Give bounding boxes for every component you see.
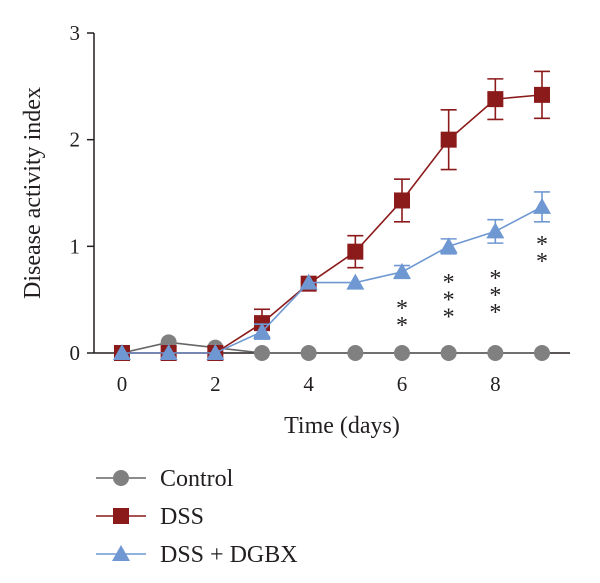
significance-star: *	[489, 266, 501, 292]
x-tick-label: 2	[210, 372, 221, 396]
data-point	[534, 86, 550, 103]
series-line	[121, 341, 542, 354]
data-point	[346, 273, 365, 290]
data-point	[159, 344, 178, 360]
data-point	[253, 322, 271, 339]
significance-star: *	[536, 232, 548, 258]
significance-star: *	[443, 304, 455, 330]
data-point	[487, 345, 504, 361]
series-line	[122, 94, 543, 354]
series-line	[122, 206, 543, 354]
y-tick-label: 0	[70, 341, 81, 365]
x-tick-label: 6	[397, 372, 408, 396]
data-point	[254, 345, 270, 361]
legend-marker	[113, 508, 129, 524]
plot-area	[113, 70, 551, 361]
x-tick-label: 0	[117, 372, 128, 396]
x-tick-label: 4	[303, 372, 314, 396]
series-control	[114, 334, 550, 361]
legend-marker	[112, 545, 130, 561]
y-ticks: 0 1 2 3	[70, 21, 94, 365]
y-tick-label: 2	[70, 128, 81, 152]
data-point	[347, 243, 364, 260]
data-point	[394, 192, 410, 209]
data-point	[440, 345, 457, 361]
data-point	[487, 91, 504, 108]
data-point	[534, 345, 550, 361]
y-tick-label: 3	[70, 21, 81, 45]
significance-star: *	[396, 296, 408, 322]
x-axis-title: Time (days)	[284, 413, 400, 439]
x-tick-label: 8	[490, 372, 501, 396]
data-point	[486, 222, 505, 239]
significance-star: *	[443, 287, 455, 313]
significance-star: *	[443, 270, 455, 296]
data-point	[533, 197, 551, 214]
series-dss-dgbx	[113, 191, 551, 360]
legend-item: DSS	[96, 504, 204, 530]
legend-label: DSS + DGBX	[160, 542, 298, 568]
data-point	[299, 273, 318, 290]
data-point	[206, 344, 225, 360]
data-point	[394, 345, 410, 361]
data-point	[300, 345, 317, 361]
legend-label: DSS	[160, 504, 204, 530]
legend-marker	[113, 470, 129, 486]
y-axis-title: Disease activity index	[20, 87, 46, 299]
data-point	[113, 344, 131, 360]
data-point	[393, 262, 411, 279]
significance-star: *	[536, 249, 548, 275]
legend-item: DSS + DGBX	[96, 542, 298, 568]
legend-item: Control	[96, 466, 234, 492]
legend-label: Control	[160, 466, 234, 492]
significance-star: *	[489, 283, 501, 309]
significance-star: *	[489, 300, 501, 326]
data-point	[440, 131, 457, 148]
significance-annotations: **********	[396, 232, 548, 339]
data-point	[347, 345, 364, 361]
legend: Control DSS DSS + DGBX	[96, 466, 298, 568]
data-point	[439, 237, 458, 254]
axes: 0 1 2 3 0 2 4 6 8 Disease activity index Time (…	[20, 21, 570, 439]
significance-star: *	[396, 313, 408, 339]
y-tick-label: 1	[70, 234, 81, 258]
series-dss	[114, 70, 550, 361]
